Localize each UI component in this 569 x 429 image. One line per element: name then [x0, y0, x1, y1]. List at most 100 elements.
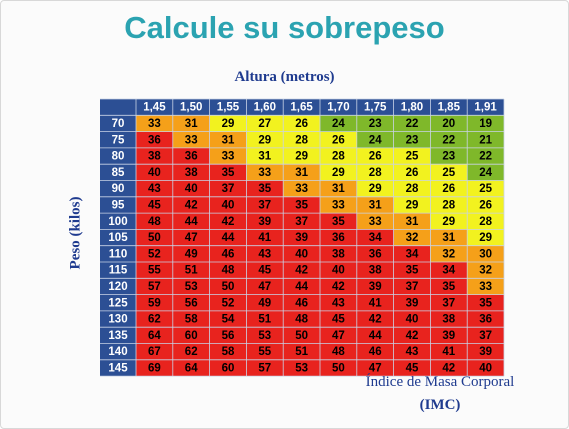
heatmap-cell — [246, 115, 284, 132]
heatmap-cell — [209, 278, 247, 295]
cell-value: 42 — [369, 314, 382, 326]
column-header-label: 1,55 — [217, 102, 240, 114]
cell-value: 21 — [479, 134, 492, 146]
cell-value: 34 — [442, 265, 455, 277]
heatmap-cell — [430, 278, 468, 295]
heatmap-cell — [209, 213, 247, 230]
cell-value: 29 — [369, 183, 382, 195]
cell-value: 38 — [332, 248, 345, 260]
heatmap-cell — [393, 310, 431, 328]
cell-value: 45 — [148, 199, 161, 211]
row-header-cell — [100, 131, 136, 148]
cell-value: 34 — [406, 248, 419, 260]
heatmap-cell — [246, 164, 284, 181]
cell-value: 36 — [369, 248, 382, 260]
cell-value: 47 — [332, 330, 345, 342]
row-header-label: 115 — [109, 265, 128, 277]
cell-value: 31 — [442, 232, 455, 244]
cell-value: 48 — [148, 216, 161, 228]
row-header-label: 80 — [112, 151, 125, 163]
heatmap-cell — [283, 245, 320, 262]
cell-value: 45 — [406, 362, 419, 374]
heatmap-cell — [320, 278, 357, 295]
cell-value: 49 — [258, 297, 271, 309]
cell-value: 33 — [295, 183, 308, 195]
cell-value: 31 — [258, 151, 271, 163]
cell-value: 55 — [148, 265, 161, 277]
heatmap-cell — [283, 131, 320, 148]
heatmap-cell — [172, 262, 210, 279]
page-title: Calcule su sobrepeso — [124, 10, 445, 45]
cell-value: 35 — [222, 167, 235, 179]
heatmap-cell — [172, 245, 210, 262]
column-header-cell — [356, 99, 394, 116]
column-header-cell — [246, 99, 284, 116]
heatmap-cell — [356, 294, 394, 311]
cell-value: 51 — [185, 265, 198, 277]
cell-value: 36 — [148, 134, 161, 146]
heatmap-cell — [209, 115, 247, 132]
row-header-label: 110 — [109, 248, 128, 260]
cell-value: 28 — [332, 151, 345, 163]
heatmap-cell — [283, 164, 320, 181]
cell-value: 25 — [442, 167, 455, 179]
caption-imc-abbr: (IMC) — [419, 397, 461, 413]
heatmap-cell — [136, 147, 173, 165]
cell-value: 39 — [258, 216, 271, 228]
heatmap-cell — [393, 343, 431, 360]
heatmap-cell — [283, 278, 320, 295]
row-header-label: 125 — [108, 297, 128, 309]
cell-value: 31 — [185, 118, 198, 130]
heatmap-cell — [209, 229, 247, 246]
heatmap-cell — [172, 229, 210, 246]
cell-value: 36 — [185, 151, 198, 163]
heatmap-cell — [393, 245, 431, 262]
heatmap-cell — [430, 164, 468, 181]
cell-value: 39 — [295, 232, 308, 244]
cell-value: 28 — [479, 216, 492, 228]
cell-value: 57 — [148, 281, 161, 293]
heatmap-cell — [467, 213, 504, 230]
cell-value: 25 — [479, 183, 492, 195]
cell-value: 46 — [369, 346, 382, 358]
cell-value: 69 — [148, 362, 161, 374]
heatmap-cell — [430, 147, 468, 165]
row-header-cell — [100, 213, 136, 230]
heatmap-cell — [393, 327, 431, 344]
cell-value: 43 — [148, 183, 161, 195]
row-header-label: 120 — [108, 281, 127, 293]
heatmap-cell — [356, 310, 394, 328]
cell-value: 46 — [295, 297, 308, 309]
cell-value: 50 — [148, 232, 161, 244]
cell-value: 35 — [332, 216, 345, 228]
heatmap-cell — [393, 180, 431, 197]
column-header-label: 1,65 — [290, 102, 313, 114]
cell-value: 42 — [222, 216, 235, 228]
heatmap-cell — [320, 213, 357, 230]
heatmap-cell — [209, 196, 247, 214]
cell-value: 31 — [332, 183, 345, 195]
cell-value: 50 — [295, 330, 308, 342]
heatmap-cell — [283, 180, 320, 197]
cell-value: 60 — [185, 330, 198, 342]
heatmap-cell — [393, 115, 431, 132]
cell-value: 33 — [332, 199, 345, 211]
cell-value: 29 — [222, 118, 235, 130]
cell-value: 44 — [295, 281, 308, 293]
cell-value: 40 — [332, 265, 345, 277]
heatmap-cell — [467, 147, 504, 165]
heatmap-cell — [393, 294, 431, 311]
heatmap-cell — [136, 262, 173, 279]
heatmap-cell — [430, 229, 468, 246]
cell-value: 31 — [295, 167, 308, 179]
cell-value: 53 — [185, 281, 198, 293]
cell-value: 26 — [406, 167, 419, 179]
column-header-label: 1,50 — [180, 102, 202, 114]
heatmap-cell — [467, 343, 504, 360]
column-header-cell — [209, 99, 247, 116]
cell-value: 35 — [406, 265, 419, 277]
cell-value: 44 — [369, 330, 382, 342]
heatmap-cell — [209, 294, 247, 311]
cell-value: 42 — [442, 362, 455, 374]
